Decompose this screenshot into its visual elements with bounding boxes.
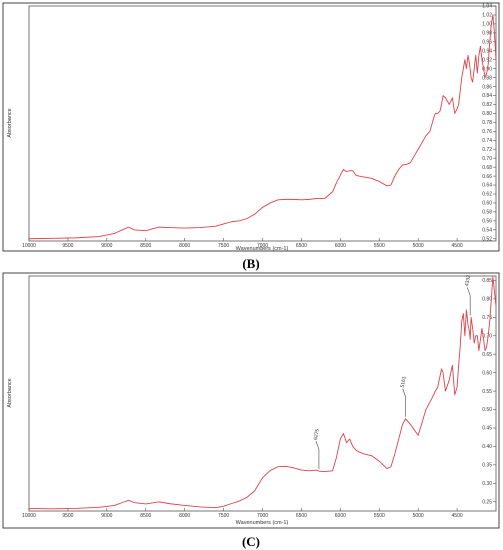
panel-c-y-tick-label: 0.35 bbox=[482, 463, 492, 469]
panel-c-y-ticks: 0.25 0.30 0.35 0.40 0.45 0.50 0.55 0.60 0.65 0.70… bbox=[482, 278, 496, 505]
panel-b-y-tick-label: 0.94 bbox=[482, 48, 492, 54]
panel-c-y-tick-label: 0.85 bbox=[482, 278, 492, 284]
annotation-leader-line bbox=[466, 287, 471, 316]
panel-b-y-tick-label: 0.92 bbox=[482, 57, 492, 63]
panel-c-y-tick-label: 0.30 bbox=[482, 481, 492, 487]
panel-c-annotations: 6275 5161 4332 bbox=[313, 274, 472, 470]
panel-b-y-tick-label: 1.00 bbox=[482, 22, 492, 28]
panel-c-y-tick-label: 0.75 bbox=[482, 315, 492, 321]
panel-b-y-tick-label: 0.52 bbox=[482, 236, 492, 242]
panel-b-x-tick-label: 8500 bbox=[140, 243, 151, 249]
panel-c-y-tick-label: 0.55 bbox=[482, 389, 492, 395]
panel-b-x-tick-label: 7000 bbox=[257, 243, 268, 249]
panel-b-x-ticks: 10000 9500 9000 8500 8000 7500 7000 6500 6000 550… bbox=[22, 238, 463, 249]
panel-b-x-tick-label: 8000 bbox=[179, 243, 190, 249]
panel-b-y-tick-label: 0.74 bbox=[482, 138, 492, 144]
panel-c-ylabel: Absorbance bbox=[7, 378, 13, 407]
panel-c-y-tick-label: 0.50 bbox=[482, 407, 492, 413]
panel-b-y-tick-label: 0.68 bbox=[482, 165, 492, 171]
panel-c-y-tick-label: 0.40 bbox=[482, 444, 492, 450]
panel-c-x-tick-label: 7000 bbox=[257, 513, 268, 519]
annotation-label: 6275 bbox=[313, 428, 321, 440]
panel-b-y-tick-label: 0.88 bbox=[482, 75, 492, 81]
panel-c-frame bbox=[2, 272, 500, 529]
panel-b-y-tick-label: 0.64 bbox=[482, 183, 492, 189]
panel-b-y-ticks: 0.52 0.54 0.56 0.58 0.60 0.62 0.64 0.66 0.68 0.70… bbox=[482, 4, 496, 242]
panel-b-y-tick-label: 1.04 bbox=[482, 4, 492, 10]
panel-b-y-tick-label: 0.72 bbox=[482, 147, 492, 153]
panel-b-frame bbox=[2, 2, 500, 252]
panel-c-x-tick-label: 6000 bbox=[335, 513, 346, 519]
panel-c-x-tick-label: 5500 bbox=[374, 513, 385, 519]
panel-c-y-tick-label: 0.45 bbox=[482, 426, 492, 432]
panel-b-y-tick-label: 0.98 bbox=[482, 31, 492, 37]
spectrum-panel-b: Absorbance Wavenumbers (cm-1) 0.520.540.… bbox=[2, 2, 500, 252]
panel-b-y-tick-label: 0.78 bbox=[482, 120, 492, 126]
panel-b-y-tick-label: 0.70 bbox=[482, 156, 492, 162]
panel-b-caption: (B) bbox=[242, 256, 259, 271]
panel-c-x-tick-label: 10000 bbox=[22, 513, 36, 519]
panel-b-y-tick-label: 0.80 bbox=[482, 111, 492, 117]
panel-c-xlabel: Wavenumbers (cm-1) bbox=[236, 520, 289, 526]
panel-c-x-tick-label: 5000 bbox=[413, 513, 424, 519]
panel-b-y-tick-label: 0.60 bbox=[482, 201, 492, 207]
panel-b-absorbance-line bbox=[28, 14, 497, 240]
panel-b-x-tick-label: 9000 bbox=[101, 243, 112, 249]
panel-c-x-tick-label: 8000 bbox=[179, 513, 190, 519]
annotation-leader-line bbox=[402, 388, 406, 417]
panel-b-y-tick-label: 0.54 bbox=[482, 228, 492, 234]
panel-b-x-tick-label: 5000 bbox=[413, 243, 424, 249]
panel-b-y-tick-label: 0.58 bbox=[482, 210, 492, 216]
panel-b-x-tick-label: 4500 bbox=[452, 243, 463, 249]
panel-b-y-tick-label: 0.66 bbox=[482, 174, 492, 180]
panel-b-xlabel: Wavenumbers (cm-1) bbox=[236, 246, 289, 252]
panel-b-x-tick-label: 9500 bbox=[62, 243, 73, 249]
panel-b-y-tick-label: 0.82 bbox=[482, 102, 492, 108]
panel-c-absorbance-line bbox=[28, 276, 497, 510]
panel-b-y-tick-label: 0.86 bbox=[482, 84, 492, 90]
panel-c-x-ticks: 10000 9500 9000 8500 8000 7500 7000 6500 6000 550… bbox=[22, 508, 463, 519]
panel-b-x-tick-label: 7500 bbox=[218, 243, 229, 249]
panel-c-y-tick-label: 0.80 bbox=[482, 297, 492, 303]
panel-c-x-tick-label: 6500 bbox=[296, 513, 307, 519]
panel-c-y-tick-label: 0.60 bbox=[482, 370, 492, 376]
spectrum-panel-c: Absorbance Wavenumbers (cm-1) 0.250.300.… bbox=[2, 272, 500, 529]
panel-b-y-tick-label: 0.62 bbox=[482, 192, 492, 198]
panel-b-ylabel: Absorbance bbox=[7, 108, 13, 137]
annotation-leader-line bbox=[315, 441, 320, 470]
panel-c-y-tick-label: 0.25 bbox=[482, 499, 492, 505]
panel-b-x-tick-label: 5500 bbox=[374, 243, 385, 249]
panel-b-y-tick-label: 0.84 bbox=[482, 93, 492, 99]
panel-b-y-tick-label: 0.96 bbox=[482, 40, 492, 46]
panel-c-x-tick-label: 4500 bbox=[452, 513, 463, 519]
panel-c-x-tick-label: 9500 bbox=[62, 513, 73, 519]
annotation-label: 5161 bbox=[400, 376, 408, 388]
panel-c-x-tick-label: 7500 bbox=[218, 513, 229, 519]
annotation-label: 4332 bbox=[464, 274, 472, 286]
panel-c-x-tick-label: 8500 bbox=[140, 513, 151, 519]
panel-b-x-tick-label: 6000 bbox=[335, 243, 346, 249]
panel-c-y-tick-label: 0.70 bbox=[482, 333, 492, 339]
panel-b-y-tick-label: 0.76 bbox=[482, 129, 492, 135]
panel-b-x-tick-label: 6500 bbox=[296, 243, 307, 249]
panel-b-x-tick-label: 10000 bbox=[22, 243, 36, 249]
panel-c-y-tick-label: 0.65 bbox=[482, 352, 492, 358]
panel-b-y-tick-label: 0.56 bbox=[482, 219, 492, 225]
panel-b-y-tick-label: 1.02 bbox=[482, 13, 492, 19]
panel-c-x-tick-label: 9000 bbox=[101, 513, 112, 519]
panel-c-caption: (C) bbox=[242, 534, 260, 549]
